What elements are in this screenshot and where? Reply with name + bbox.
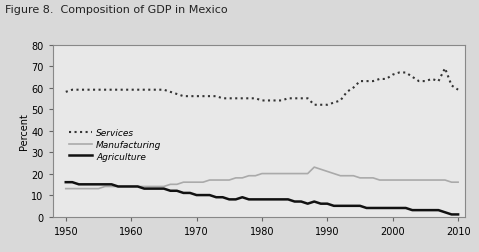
Manufacturing [200, 181, 206, 184]
Manufacturing [141, 185, 147, 188]
Agriculture [298, 200, 304, 203]
Manufacturing [63, 187, 68, 191]
Manufacturing [311, 166, 317, 169]
Agriculture [63, 181, 68, 184]
Line: Services: Services [66, 69, 458, 105]
Manufacturing [272, 172, 278, 175]
Services [410, 76, 415, 79]
Services [298, 97, 304, 100]
Services [200, 95, 206, 98]
Services [442, 68, 448, 71]
Manufacturing [455, 181, 461, 184]
Agriculture [449, 213, 455, 216]
Services [272, 100, 278, 103]
Services [311, 104, 317, 107]
Manufacturing [154, 185, 160, 188]
Services [154, 89, 160, 92]
Manufacturing [410, 179, 415, 182]
Agriculture [141, 187, 147, 191]
Services [455, 89, 461, 92]
Agriculture [200, 194, 206, 197]
Manufacturing [298, 172, 304, 175]
Agriculture [154, 187, 160, 191]
Services [63, 91, 68, 94]
Agriculture [455, 213, 461, 216]
Y-axis label: Percent: Percent [19, 113, 29, 149]
Line: Manufacturing: Manufacturing [66, 167, 458, 189]
Agriculture [272, 198, 278, 201]
Legend: Services, Manufacturing, Agriculture: Services, Manufacturing, Agriculture [66, 125, 165, 165]
Line: Agriculture: Agriculture [66, 182, 458, 214]
Text: Figure 8.  Composition of GDP in Mexico: Figure 8. Composition of GDP in Mexico [5, 5, 228, 15]
Agriculture [403, 207, 409, 210]
Services [141, 89, 147, 92]
